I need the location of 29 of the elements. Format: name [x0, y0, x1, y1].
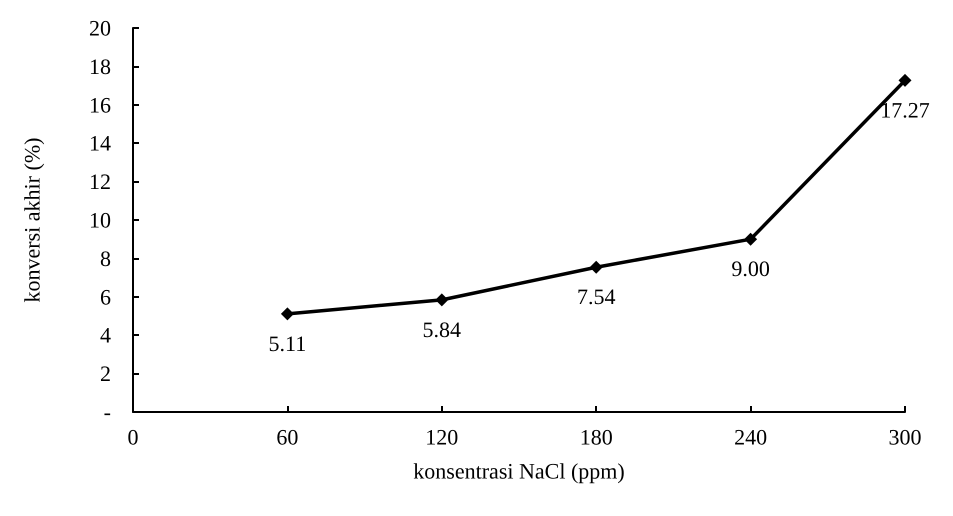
x-tick-label: 300	[888, 424, 922, 450]
x-tick-label: 180	[580, 424, 613, 450]
x-tick-label: 120	[425, 424, 458, 450]
y-axis-title: konversi akhir (%)	[20, 138, 44, 302]
x-tick-label: 0	[128, 424, 138, 450]
point	[744, 232, 758, 246]
x-tick-label: 60	[276, 424, 298, 450]
y-tick-label: 12	[89, 169, 111, 194]
x-axis-title: konsentrasi NaCl (ppm)	[413, 458, 625, 484]
x-tick-label: 240	[734, 424, 768, 450]
y-tick-label: -	[104, 400, 111, 424]
y-tick-label: 16	[89, 92, 111, 118]
data-label: 7.54	[576, 284, 616, 310]
point	[590, 260, 603, 274]
y-tick-label: 20	[89, 16, 111, 40]
y-tick-label: 4	[100, 322, 111, 348]
y-tick-label: 10	[89, 208, 111, 232]
point	[898, 74, 912, 87]
y-tick-label: 8	[100, 246, 111, 271]
y-tick-label: 14	[89, 130, 111, 156]
y-tick-label: 2	[100, 361, 111, 386]
point	[280, 307, 294, 320]
data-label: 9.00	[731, 256, 770, 282]
point	[435, 293, 448, 306]
y-tick-label: 6	[100, 284, 111, 310]
y-tick-label: 18	[89, 54, 111, 79]
data-label: 5.84	[422, 316, 462, 342]
data-label: 17.27	[880, 97, 930, 122]
data-label: 5.11	[268, 330, 306, 356]
